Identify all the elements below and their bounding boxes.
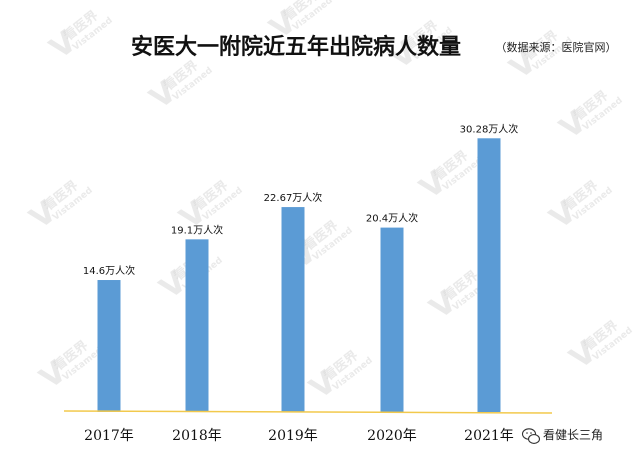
footer-account-name: 看健长三角 — [543, 428, 603, 442]
bar-3 — [380, 227, 404, 412]
data-label-0: 14.6万人次 — [83, 264, 135, 277]
data-label-4: 30.28万人次 — [460, 122, 519, 135]
baseline-axis — [63, 410, 553, 414]
bar-2 — [281, 207, 305, 412]
bar-4 — [477, 138, 501, 412]
wechat-icon — [521, 428, 541, 444]
data-labels-group: 14.6万人次 19.1万人次 22.67万人次 20.4万人次 30.28万人次 — [83, 122, 518, 277]
data-label-1: 19.1万人次 — [171, 223, 223, 236]
x-tick-labels-group: 2017年 2018年 2019年 2020年 2021年 — [84, 428, 514, 444]
x-tick-label-0: 2017年 — [84, 428, 134, 444]
x-tick-label-3: 2020年 — [367, 428, 417, 444]
chart-title: 安医大一附院近五年出院病人数量 — [131, 34, 461, 60]
x-tick-label-4: 2021年 — [464, 428, 514, 444]
x-tick-label-2: 2019年 — [268, 428, 318, 444]
footer-attribution: 看健长三角 — [521, 428, 603, 444]
data-label-2: 22.67万人次 — [264, 191, 323, 204]
data-label-3: 20.4万人次 — [366, 212, 418, 225]
bar-0 — [97, 280, 121, 412]
bars-group — [97, 138, 501, 412]
chart-subtitle: （数据来源：医院官网） — [496, 40, 617, 54]
x-tick-label-1: 2018年 — [172, 428, 222, 444]
bar-1 — [185, 239, 209, 412]
